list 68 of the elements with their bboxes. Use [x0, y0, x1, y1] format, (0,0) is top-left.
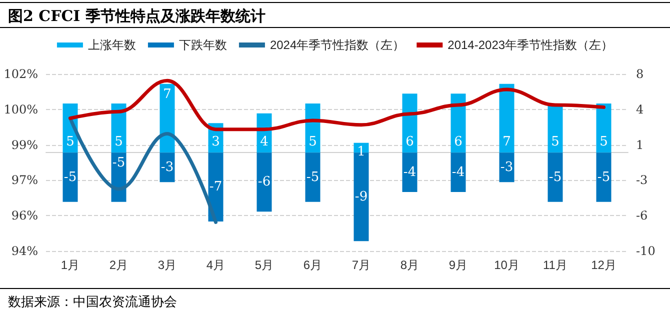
- data-label: 5: [308, 134, 317, 150]
- legend-label: 2024年季节性指数（左）: [270, 38, 405, 52]
- data-label: 6: [454, 134, 462, 150]
- x-tick-label: 1月: [60, 258, 80, 272]
- x-tick-label: 6月: [303, 258, 322, 272]
- x-tick-label: 8月: [400, 258, 420, 272]
- bar: [596, 104, 612, 153]
- x-tick-label: 10月: [494, 258, 520, 272]
- x-tick-label: 11月: [543, 258, 568, 272]
- legend-label: 2014-2023年季节性指数（左）: [448, 38, 614, 52]
- y2-tick-label: 8: [636, 67, 644, 81]
- data-label: 4: [260, 134, 268, 150]
- data-label: 7: [502, 134, 511, 150]
- chart-title: 图2 CFCI 季节性特点及涨跌年数统计: [0, 2, 670, 28]
- source-note: 数据来源：中国农资流通协会: [0, 288, 670, 315]
- bar: [596, 152, 612, 202]
- data-label: 5: [66, 134, 74, 150]
- x-tick-label: 12月: [591, 258, 616, 272]
- data-label: -5: [597, 170, 610, 185]
- bar: [548, 152, 563, 202]
- data-label: 1: [357, 144, 366, 160]
- x-tick-label: 9月: [448, 258, 468, 272]
- data-label: 3: [212, 134, 220, 150]
- legend-label: 上涨年数: [88, 38, 136, 52]
- y2-tick-label: -10: [636, 244, 656, 258]
- data-label: 6: [406, 134, 414, 150]
- bar: [208, 152, 224, 222]
- y-tick-label: 97%: [11, 173, 38, 188]
- bar: [160, 152, 175, 182]
- y-tick-label: 102%: [4, 67, 38, 81]
- data-label: -4: [403, 164, 416, 180]
- x-tick-label: 7月: [352, 258, 371, 272]
- data-label: 7: [163, 86, 172, 102]
- bar: [402, 152, 418, 192]
- y-tick-label: 96%: [11, 208, 38, 223]
- data-label: -6: [258, 174, 271, 190]
- data-label: 5: [551, 134, 560, 150]
- data-label: -5: [306, 170, 320, 185]
- y-tick-label: 100%: [4, 102, 38, 116]
- y2-tick-label: 1: [636, 138, 644, 152]
- data-label: -3: [500, 160, 514, 175]
- bar: [499, 84, 514, 153]
- x-tick-label: 2月: [109, 258, 128, 272]
- legend-label: 下跌年数: [178, 38, 227, 52]
- data-label: -5: [112, 156, 126, 171]
- x-tick-label: 3月: [158, 258, 177, 272]
- data-label: -5: [64, 170, 77, 185]
- bar: [160, 84, 175, 153]
- y-tick-label: 94%: [11, 244, 38, 258]
- y2-tick-label: -6: [636, 208, 648, 223]
- data-label: -5: [548, 170, 562, 185]
- data-label: 5: [114, 134, 123, 150]
- y2-tick-label: 4: [636, 102, 644, 116]
- y-tick-label: 99%: [11, 138, 38, 152]
- bar: [305, 152, 320, 202]
- data-label: -4: [452, 164, 465, 180]
- bar: [499, 152, 514, 182]
- bar: [450, 152, 466, 192]
- data-label: -3: [160, 160, 174, 175]
- data-label: 5: [600, 134, 608, 150]
- x-tick-label: 5月: [254, 258, 274, 272]
- y2-tick-label: -3: [636, 173, 648, 188]
- x-tick-label: 4月: [206, 258, 226, 272]
- data-label: -7: [209, 180, 222, 195]
- data-label: -9: [354, 189, 368, 204]
- bar: [62, 152, 78, 202]
- line-series: [68, 78, 606, 132]
- bar: [256, 152, 272, 212]
